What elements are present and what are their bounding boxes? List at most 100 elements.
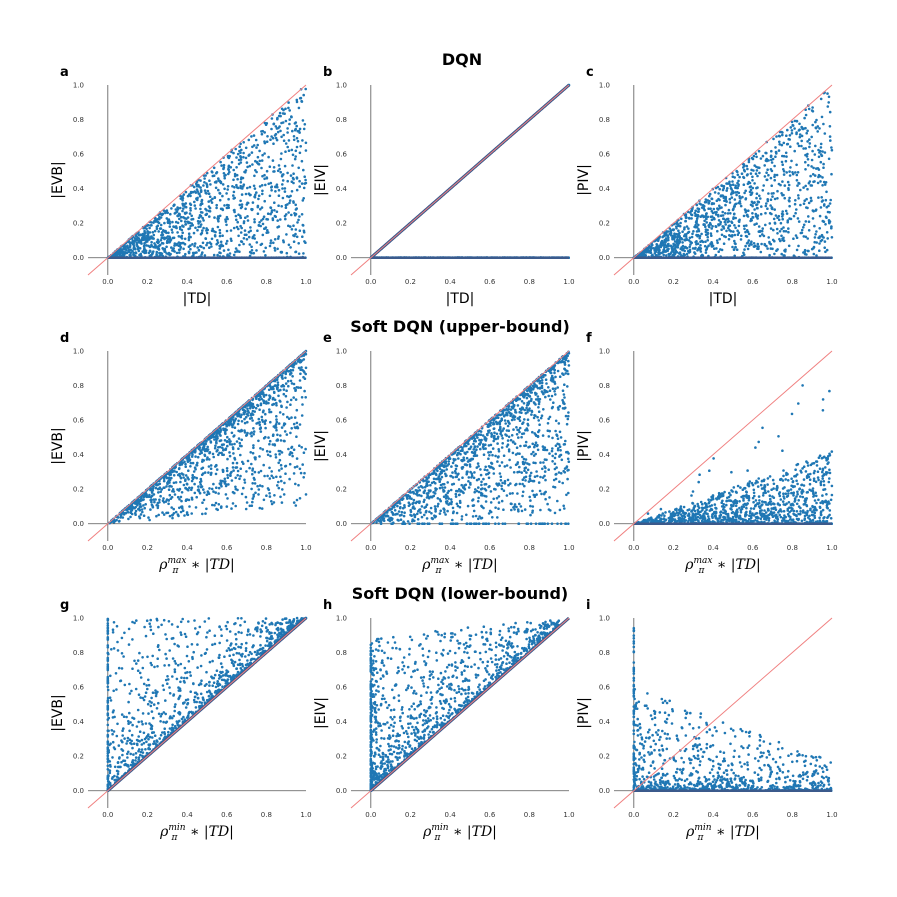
data-point bbox=[706, 235, 709, 239]
data-point bbox=[288, 477, 291, 481]
data-point bbox=[698, 236, 701, 240]
data-point bbox=[239, 184, 242, 188]
data-point bbox=[738, 196, 742, 200]
data-point bbox=[234, 466, 238, 469]
data-point bbox=[294, 155, 297, 158]
data-point bbox=[799, 188, 802, 192]
data-point bbox=[250, 487, 253, 491]
data-point bbox=[701, 204, 705, 207]
data-point bbox=[778, 134, 781, 138]
data-point bbox=[282, 239, 285, 242]
data-point bbox=[224, 493, 228, 496]
data-point bbox=[715, 239, 719, 242]
data-point bbox=[293, 213, 297, 217]
data-point bbox=[168, 253, 172, 257]
data-point bbox=[715, 210, 718, 214]
data-point bbox=[733, 198, 737, 201]
data-point bbox=[781, 180, 784, 183]
data-point bbox=[802, 226, 805, 229]
data-point bbox=[827, 95, 831, 99]
data-point bbox=[695, 234, 699, 237]
data-point bbox=[797, 220, 801, 223]
data-point bbox=[268, 450, 272, 454]
data-point bbox=[268, 244, 272, 248]
data-point bbox=[802, 235, 806, 238]
data-point bbox=[182, 247, 185, 251]
data-point bbox=[211, 197, 214, 201]
data-point bbox=[766, 199, 770, 203]
data-point bbox=[745, 164, 749, 168]
data-point bbox=[769, 247, 773, 250]
data-point bbox=[781, 238, 784, 242]
data-point bbox=[731, 175, 735, 178]
data-point bbox=[231, 423, 235, 426]
data-point bbox=[812, 166, 815, 170]
data-point bbox=[653, 252, 657, 255]
data-point bbox=[752, 154, 756, 158]
data-point bbox=[168, 222, 172, 225]
data-point bbox=[260, 132, 264, 136]
identity-line bbox=[613, 84, 833, 276]
data-point bbox=[683, 233, 687, 236]
data-point bbox=[213, 446, 217, 450]
data-point bbox=[733, 242, 737, 245]
data-point bbox=[218, 180, 222, 183]
data-point bbox=[263, 199, 266, 203]
data-point bbox=[742, 253, 746, 256]
data-point bbox=[257, 488, 261, 491]
data-point bbox=[784, 230, 788, 233]
data-point bbox=[225, 223, 228, 227]
data-point bbox=[798, 122, 801, 126]
data-point bbox=[737, 184, 740, 187]
data-point bbox=[201, 512, 204, 516]
data-point bbox=[760, 242, 763, 246]
data-point bbox=[762, 184, 765, 187]
data-point bbox=[252, 134, 256, 137]
data-point bbox=[683, 226, 686, 229]
data-point bbox=[753, 208, 756, 211]
data-point bbox=[818, 214, 822, 218]
data-point bbox=[172, 236, 176, 240]
data-point bbox=[807, 220, 811, 223]
data-point bbox=[694, 240, 697, 244]
data-point bbox=[178, 217, 181, 221]
data-point bbox=[722, 217, 725, 221]
data-point bbox=[761, 227, 764, 230]
data-point bbox=[304, 87, 307, 91]
data-point bbox=[133, 254, 136, 257]
data-point bbox=[706, 228, 709, 232]
data-point bbox=[292, 501, 296, 504]
data-point bbox=[162, 501, 166, 504]
data-point bbox=[779, 183, 782, 187]
data-point bbox=[780, 192, 783, 195]
data-point bbox=[271, 159, 275, 162]
data-point bbox=[249, 193, 252, 197]
data-point bbox=[180, 491, 184, 494]
data-point bbox=[269, 138, 272, 141]
data-point bbox=[824, 250, 827, 254]
data-point bbox=[192, 231, 196, 235]
data-point bbox=[216, 217, 219, 220]
data-point bbox=[748, 181, 752, 185]
data-point bbox=[284, 107, 287, 111]
data-point bbox=[228, 252, 232, 255]
data-point bbox=[811, 106, 814, 109]
data-point bbox=[236, 186, 240, 190]
data-point bbox=[290, 445, 294, 449]
data-point bbox=[304, 447, 307, 451]
data-point bbox=[283, 430, 287, 433]
data-point bbox=[723, 212, 727, 215]
data-point bbox=[252, 184, 256, 188]
data-point bbox=[174, 220, 178, 224]
data-point bbox=[780, 160, 784, 164]
data-point bbox=[242, 183, 246, 186]
data-point bbox=[691, 232, 694, 236]
data-point bbox=[276, 117, 279, 121]
data-point bbox=[283, 422, 286, 425]
data-point bbox=[212, 455, 215, 459]
data-point bbox=[731, 183, 735, 186]
data-point bbox=[710, 234, 713, 237]
data-point bbox=[699, 215, 702, 218]
data-point bbox=[827, 220, 831, 224]
data-point bbox=[805, 206, 808, 209]
